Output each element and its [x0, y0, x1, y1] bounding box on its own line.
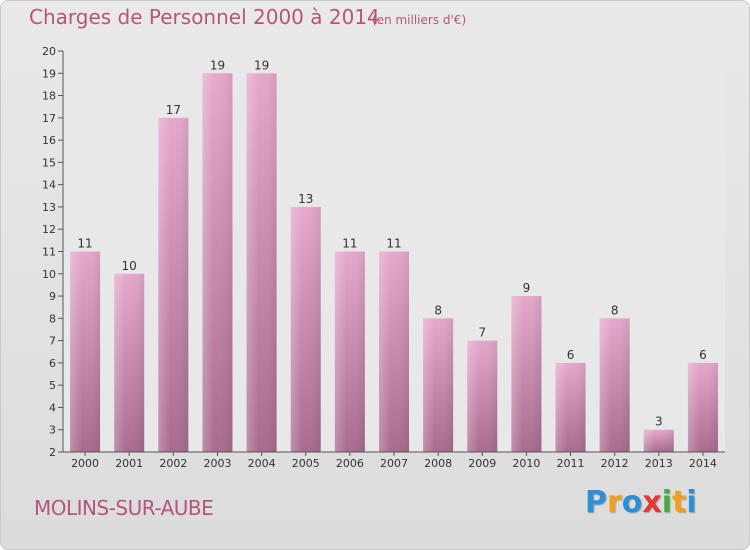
y-tick-label: 18: [42, 90, 56, 103]
x-tick-label: 2001: [115, 457, 143, 470]
data-label: 11: [77, 237, 92, 251]
data-label: 11: [386, 237, 401, 251]
y-tick-label: 10: [42, 268, 56, 281]
bar-highlight: [511, 296, 542, 452]
data-label: 13: [298, 192, 313, 206]
logo-letter: i: [686, 485, 697, 520]
bar-highlight: [379, 251, 409, 452]
data-label: 8: [434, 303, 442, 317]
y-tick-label: 4: [49, 401, 56, 414]
data-label: 7: [478, 326, 486, 340]
x-tick-label: 2011: [557, 457, 585, 470]
x-tick-label: 2002: [159, 457, 187, 470]
logo-letter: r: [607, 485, 622, 520]
x-tick-label: 2009: [468, 457, 496, 470]
y-tick-label: 2: [49, 446, 56, 459]
x-tick-label: 2012: [601, 457, 629, 470]
logo-letter: x: [642, 485, 662, 520]
data-label: 6: [567, 348, 575, 362]
x-tick-label: 2006: [336, 457, 364, 470]
logo-letter: i: [661, 485, 673, 520]
y-tick-label: 11: [42, 246, 56, 259]
y-tick-label: 13: [42, 201, 56, 214]
proxiti-logo: Proxiti: [585, 485, 697, 520]
chart-title: Charges de Personnel 2000 à 2014: [29, 5, 380, 29]
bar-highlight: [246, 73, 277, 453]
x-tick-label: 2004: [248, 457, 276, 470]
y-tick-label: 5: [49, 379, 56, 392]
x-tick-label: 2003: [203, 457, 231, 470]
x-tick-label: 2014: [689, 457, 717, 470]
x-tick-label: 2005: [292, 457, 320, 470]
bar-highlight: [599, 318, 630, 452]
data-label: 19: [210, 58, 225, 72]
chart-subtitle: (en milliers d'€): [372, 13, 467, 27]
data-label: 3: [655, 415, 663, 429]
bar-highlight: [467, 340, 498, 452]
y-tick-label: 12: [42, 223, 56, 236]
bar-highlight: [158, 117, 189, 452]
logo-letter: o: [621, 485, 643, 520]
data-label: 6: [699, 348, 707, 362]
y-tick-label: 8: [49, 312, 56, 325]
data-label: 10: [122, 259, 137, 273]
y-tick-label: 7: [49, 335, 56, 348]
bar-highlight: [290, 206, 321, 452]
y-tick-label: 14: [42, 179, 56, 192]
data-label: 17: [166, 103, 181, 117]
x-tick-label: 2007: [380, 457, 408, 470]
bar-highlight: [70, 251, 101, 452]
x-tick-label: 2013: [645, 457, 673, 470]
bar-highlight: [114, 273, 145, 452]
y-tick-label: 20: [42, 45, 56, 58]
y-tick-label: 17: [42, 112, 56, 125]
bar-highlight: [202, 73, 233, 453]
logo-letter: P: [585, 485, 607, 520]
commune-name: MOLINS-SUR-AUBE: [34, 496, 214, 520]
y-tick-label: 15: [42, 156, 56, 169]
y-tick-label: 16: [42, 134, 56, 147]
bar-highlight: [334, 251, 365, 452]
x-tick-label: 2000: [71, 457, 99, 470]
y-tick-label: 9: [49, 290, 56, 303]
bar-highlight: [687, 362, 718, 452]
x-tick-label: 2010: [512, 457, 540, 470]
bar-highlight: [555, 362, 586, 452]
bar-highlight: [423, 318, 454, 452]
y-tick-label: 19: [42, 67, 56, 80]
data-label: 11: [342, 237, 357, 251]
y-tick-label: 6: [49, 357, 56, 370]
data-label: 9: [523, 281, 531, 295]
bar-highlight: [643, 429, 674, 452]
y-tick-label: 3: [49, 424, 56, 437]
logo-letter: t: [672, 485, 687, 520]
x-tick-label: 2008: [424, 457, 452, 470]
data-label: 19: [254, 58, 269, 72]
data-label: 8: [611, 303, 619, 317]
